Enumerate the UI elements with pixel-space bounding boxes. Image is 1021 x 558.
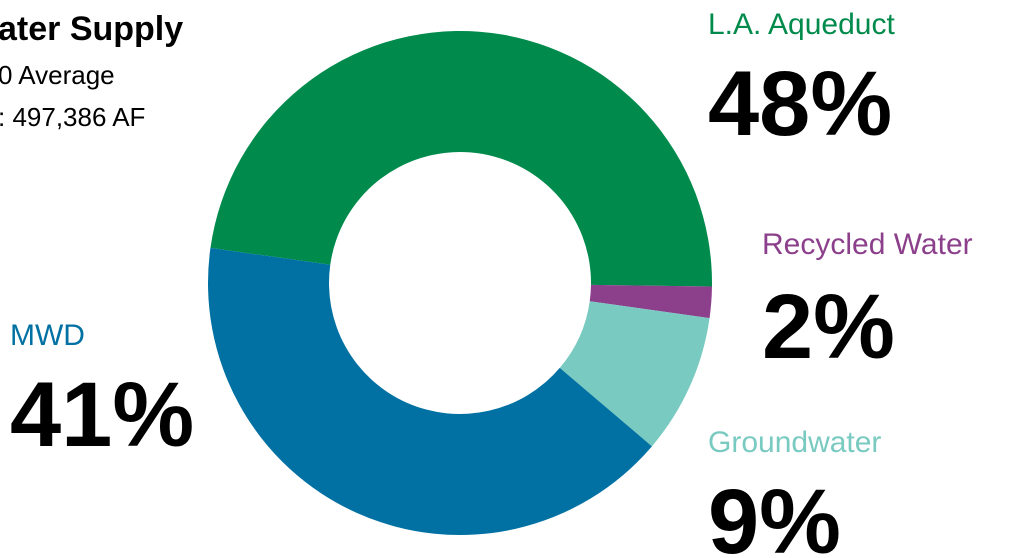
chart-title: ater Supply [0, 10, 183, 48]
category-label: Groundwater [708, 426, 881, 459]
category-label: MWD [10, 319, 85, 352]
donut-slice [589, 284, 712, 319]
donut-slice [208, 247, 652, 536]
value-label: 2% [762, 276, 895, 378]
value-label: 9% [708, 471, 841, 558]
category-label: L.A. Aqueduct [708, 8, 895, 41]
category-label: Recycled Water [762, 228, 973, 261]
chart-subtitle: : 497,386 AF [0, 102, 145, 132]
value-label: 48% [708, 53, 892, 155]
donut-slice [559, 301, 710, 447]
value-label: 41% [10, 364, 194, 466]
donut-slice [210, 30, 713, 287]
chart-subtitle: 0 Average [0, 60, 115, 90]
